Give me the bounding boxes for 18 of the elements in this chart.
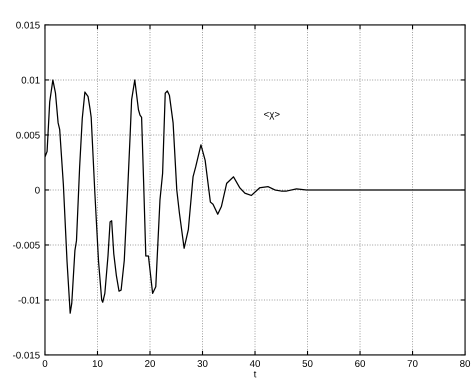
x-tick-label: 10 bbox=[92, 360, 103, 367]
annotation: <χ> bbox=[264, 112, 280, 120]
x-tick-label: 40 bbox=[250, 360, 260, 367]
x-tick-label: 80 bbox=[460, 360, 470, 367]
y-tick-label: 0.015 bbox=[16, 22, 40, 29]
x-tick-label: 70 bbox=[408, 360, 418, 367]
x-tick-label: 50 bbox=[302, 360, 313, 367]
x-tick-label: 60 bbox=[355, 360, 366, 367]
x-tick-label: 30 bbox=[197, 360, 208, 367]
x-axis-title: t bbox=[254, 371, 256, 378]
y-tick-label: 0 bbox=[35, 186, 40, 194]
y-tick-label: 0.01 bbox=[22, 76, 40, 84]
y-tick-label: 0.005 bbox=[16, 132, 40, 139]
x-tick-label: 0 bbox=[42, 360, 48, 367]
x-tick-label: 20 bbox=[145, 360, 156, 367]
y-tick-label: -0.005 bbox=[12, 242, 40, 249]
y-tick-label: -0.01 bbox=[18, 296, 40, 304]
y-tick-label: -0.015 bbox=[12, 352, 40, 359]
